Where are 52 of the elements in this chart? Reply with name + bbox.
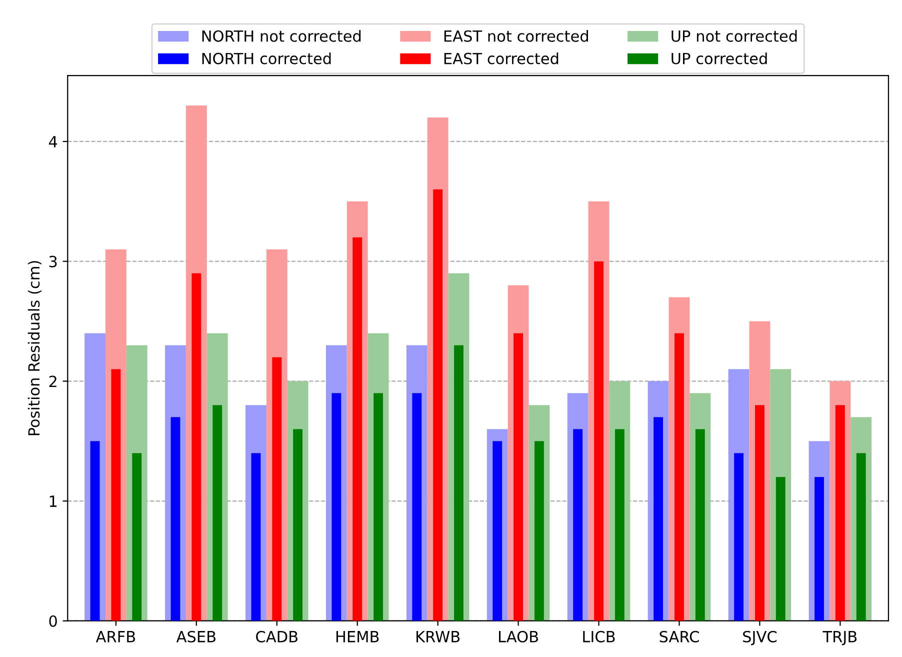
bar: [90, 441, 100, 621]
x-tick-label: SJVC: [743, 630, 777, 646]
bar: [835, 405, 845, 621]
bar: [332, 393, 342, 621]
bar: [856, 453, 866, 621]
legend-label: NORTH not corrected: [202, 30, 361, 42]
bar: [374, 393, 383, 621]
bar: [212, 405, 222, 621]
bar: [674, 333, 684, 621]
bar: [776, 477, 786, 621]
bar: [272, 357, 282, 621]
bar: [251, 453, 261, 621]
x-tick-label: CADB: [256, 630, 298, 642]
y-tick-label: 2: [49, 376, 56, 387]
bar: [192, 273, 202, 621]
legend-label: UP corrected: [672, 52, 767, 64]
bar: [695, 429, 705, 621]
x-tick-label: LICB: [583, 630, 615, 642]
legend-label: NORTH corrected: [202, 52, 331, 64]
bar: [755, 405, 764, 621]
x-tick-label: ARFB: [96, 631, 136, 642]
bar: [170, 417, 180, 621]
bar: [454, 345, 464, 621]
legend-label: EAST corrected: [444, 52, 558, 64]
y-axis-title: Position Residuals (cm): [28, 261, 42, 436]
bar: [514, 333, 524, 621]
x-tick-label: SARC: [660, 630, 699, 642]
bar: [412, 393, 422, 621]
x-tick-label: ASEB: [176, 630, 216, 642]
bar: [573, 429, 583, 621]
y-tick-label: 4: [48, 136, 58, 148]
y-tick-label: 0: [49, 615, 57, 627]
bar: [814, 477, 824, 621]
bar: [654, 417, 664, 621]
x-tick-label: KRWB: [416, 631, 460, 642]
x-tick-label: HEMB: [336, 631, 379, 642]
legend-label: UP not corrected: [672, 30, 797, 42]
bar: [594, 261, 604, 621]
bar: [534, 441, 544, 621]
bar: [492, 441, 502, 621]
y-tick-label: 1: [50, 496, 57, 507]
x-tick-label: LAOB: [499, 630, 538, 642]
bar: [352, 237, 362, 621]
bar: [433, 189, 443, 621]
bar: [734, 453, 744, 621]
x-tick-label: TRJB: [822, 631, 857, 646]
bar: [132, 453, 142, 621]
legend-label: EAST not corrected: [444, 30, 588, 42]
bar: [293, 429, 303, 621]
bar: [614, 429, 624, 621]
y-tick-label: 3: [49, 256, 57, 268]
bar: [111, 369, 121, 621]
